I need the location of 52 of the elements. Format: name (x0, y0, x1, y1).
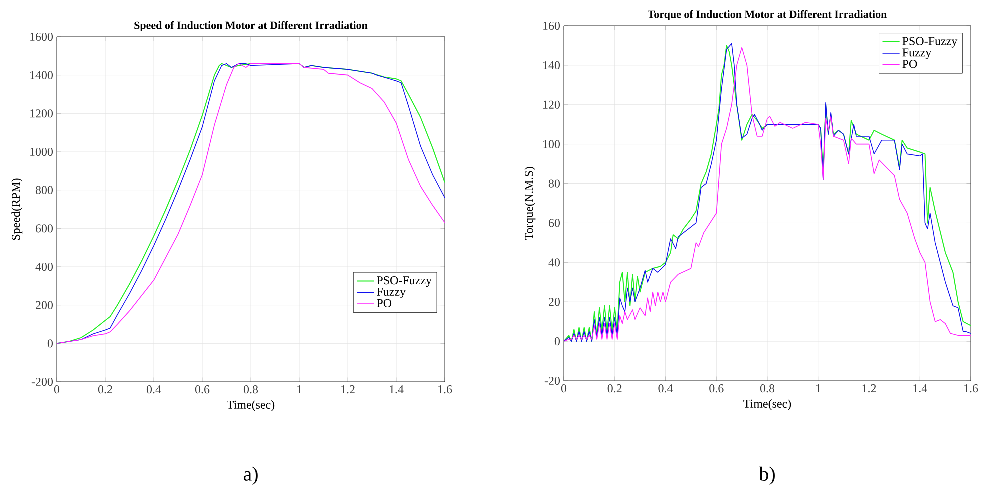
x-axis-title: Time(sec) (227, 400, 275, 412)
chart-title: Torque of Induction Motor at Different Irradiation (648, 10, 888, 20)
y-tick-label: 160 (544, 22, 560, 30)
x-tick-label: 0 (54, 386, 60, 394)
x-tick-label: 1.6 (964, 384, 978, 393)
x-tick-label: 0.4 (146, 386, 162, 394)
x-tick-label: 0.4 (658, 384, 674, 393)
x-tick-label: 1.6 (438, 386, 452, 394)
legend-label: PSO-Fuzzy (377, 276, 432, 288)
y-tick-label: 80 (548, 180, 560, 188)
y-tick-label: 400 (36, 262, 54, 272)
x-axis-title: Time(sec) (744, 400, 792, 410)
y-tick-label: 200 (36, 301, 54, 310)
x-tick-label: 0 (561, 384, 567, 393)
legend-label: Fuzzy (902, 48, 932, 60)
y-tick-label: 140 (544, 61, 560, 70)
y-tick-label: 100 (544, 140, 560, 148)
y-tick-label: 0 (554, 338, 560, 346)
x-tick-label: 0.2 (608, 384, 622, 393)
y-tick-label: 20 (549, 298, 560, 306)
x-tick-label: 1.2 (342, 386, 355, 394)
y-axis-title: Speed(RPM) (12, 178, 23, 240)
x-tick-label: 1.4 (914, 384, 928, 393)
legend-label: PO (377, 299, 392, 308)
y-tick-label: 1600 (30, 32, 54, 42)
x-tick-label: 0.8 (760, 384, 775, 393)
text: b) (759, 466, 775, 486)
text: a) (244, 466, 258, 486)
y-tick-label: 120 (544, 100, 560, 109)
legend-label: PO (902, 60, 918, 68)
legend-label: Fuzzy (377, 288, 406, 298)
y-tick-label: 1400 (30, 71, 54, 80)
x-tick-label: 0.8 (244, 386, 258, 394)
x-tick-label: 0.6 (710, 384, 724, 393)
y-axis-title: Torque(N.M.S) (524, 167, 536, 240)
legend-label: PSO-Fuzzy (902, 37, 958, 48)
x-tick-label: 0.6 (195, 386, 210, 394)
x-tick-label: 1 (816, 384, 821, 392)
y-tick-label: 40 (548, 258, 560, 267)
chart-title: Speed of Induction Motor at Different Irradiation (134, 21, 368, 32)
x-tick-label: 1.4 (390, 386, 404, 394)
y-tick-label: -20 (544, 376, 560, 386)
y-tick-label: 60 (548, 219, 560, 228)
y-tick-label: -200 (32, 378, 54, 386)
y-tick-label: 1200 (30, 110, 54, 118)
y-tick-label: 600 (36, 224, 54, 233)
y-tick-label: 0 (48, 340, 54, 348)
y-tick-label: 1000 (30, 148, 54, 156)
x-tick-label: 1 (298, 386, 302, 394)
y-tick-label: 800 (36, 186, 54, 194)
x-tick-label: 1.2 (862, 384, 876, 393)
x-tick-label: 0.2 (98, 386, 112, 394)
